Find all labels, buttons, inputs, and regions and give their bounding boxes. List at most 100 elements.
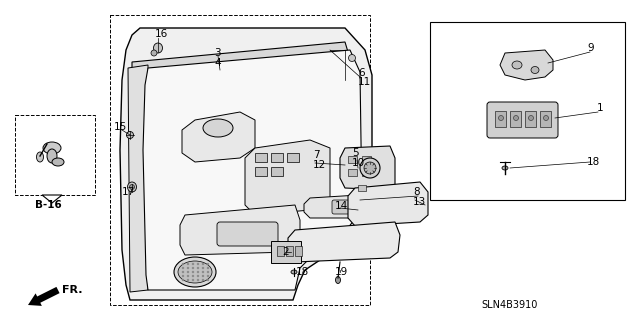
Ellipse shape [182,263,184,265]
Ellipse shape [197,271,199,273]
Polygon shape [128,65,148,292]
Ellipse shape [360,158,380,178]
Bar [287,153,299,162]
Polygon shape [245,140,330,215]
FancyBboxPatch shape [332,200,356,214]
Polygon shape [120,28,372,300]
Text: 12: 12 [313,160,326,170]
Ellipse shape [197,267,199,269]
Polygon shape [340,146,395,190]
Text: 4: 4 [214,58,221,68]
Text: 10: 10 [352,158,365,168]
Ellipse shape [151,50,157,56]
Polygon shape [143,50,362,290]
Polygon shape [288,222,400,262]
Ellipse shape [187,279,189,281]
Ellipse shape [207,279,209,281]
Bar [362,169,371,176]
Text: 9: 9 [587,43,594,53]
Bar [362,156,371,163]
Bar [15,115,95,195]
Ellipse shape [182,267,184,269]
Bar [430,22,625,200]
Text: FR.: FR. [62,285,83,295]
FancyBboxPatch shape [217,222,278,246]
Ellipse shape [364,162,376,174]
Text: 3: 3 [214,48,221,58]
Ellipse shape [174,257,216,287]
Bar [286,246,293,256]
Text: 11: 11 [358,77,371,87]
Bar [255,153,267,162]
Text: 16: 16 [155,29,168,39]
Ellipse shape [154,43,163,53]
Polygon shape [304,194,382,218]
Text: 6: 6 [358,68,365,78]
Ellipse shape [192,263,194,265]
Bar [525,111,536,127]
Ellipse shape [203,119,233,137]
Text: 8: 8 [413,187,420,197]
Ellipse shape [182,275,184,277]
Bar [540,111,551,127]
Ellipse shape [127,131,134,138]
Text: 15: 15 [114,122,127,132]
Ellipse shape [52,158,64,166]
Text: 17: 17 [122,187,135,197]
Ellipse shape [182,271,184,273]
Text: 2: 2 [282,247,289,257]
Ellipse shape [202,267,204,269]
Text: SLN4B3910: SLN4B3910 [482,300,538,310]
FancyArrow shape [28,287,60,306]
Ellipse shape [192,267,194,269]
Ellipse shape [207,263,209,265]
Ellipse shape [197,275,199,277]
Text: 18: 18 [296,267,309,277]
Polygon shape [132,42,348,72]
Ellipse shape [502,166,508,170]
Ellipse shape [197,263,199,265]
Bar [510,111,521,127]
Ellipse shape [349,55,355,62]
Ellipse shape [187,275,189,277]
Ellipse shape [202,263,204,265]
Bar [295,246,302,256]
Polygon shape [500,50,553,80]
Ellipse shape [187,267,189,269]
Text: 1: 1 [597,103,604,113]
Bar [348,156,357,163]
Polygon shape [180,205,300,255]
Ellipse shape [178,261,212,283]
Ellipse shape [192,271,194,273]
Text: 7: 7 [313,150,319,160]
Ellipse shape [127,182,136,192]
Ellipse shape [187,263,189,265]
Bar [277,246,284,256]
FancyArrow shape [42,195,62,203]
Ellipse shape [36,152,44,162]
Ellipse shape [192,275,194,277]
Ellipse shape [202,275,204,277]
Text: B-16: B-16 [35,200,61,210]
Ellipse shape [207,267,209,269]
Ellipse shape [531,66,539,73]
Bar [348,169,357,176]
Ellipse shape [182,279,184,281]
FancyBboxPatch shape [487,102,558,138]
Ellipse shape [529,115,534,121]
Bar [110,15,370,305]
Text: 19: 19 [335,267,348,277]
Bar [495,111,506,127]
Bar [255,167,267,176]
Ellipse shape [47,149,57,163]
Ellipse shape [129,184,134,189]
Bar [358,185,366,191]
Ellipse shape [197,279,199,281]
Ellipse shape [202,279,204,281]
Ellipse shape [187,271,189,273]
Bar [271,153,283,162]
Text: 14: 14 [335,201,348,211]
Ellipse shape [512,61,522,69]
Polygon shape [348,182,428,226]
Ellipse shape [499,115,504,121]
